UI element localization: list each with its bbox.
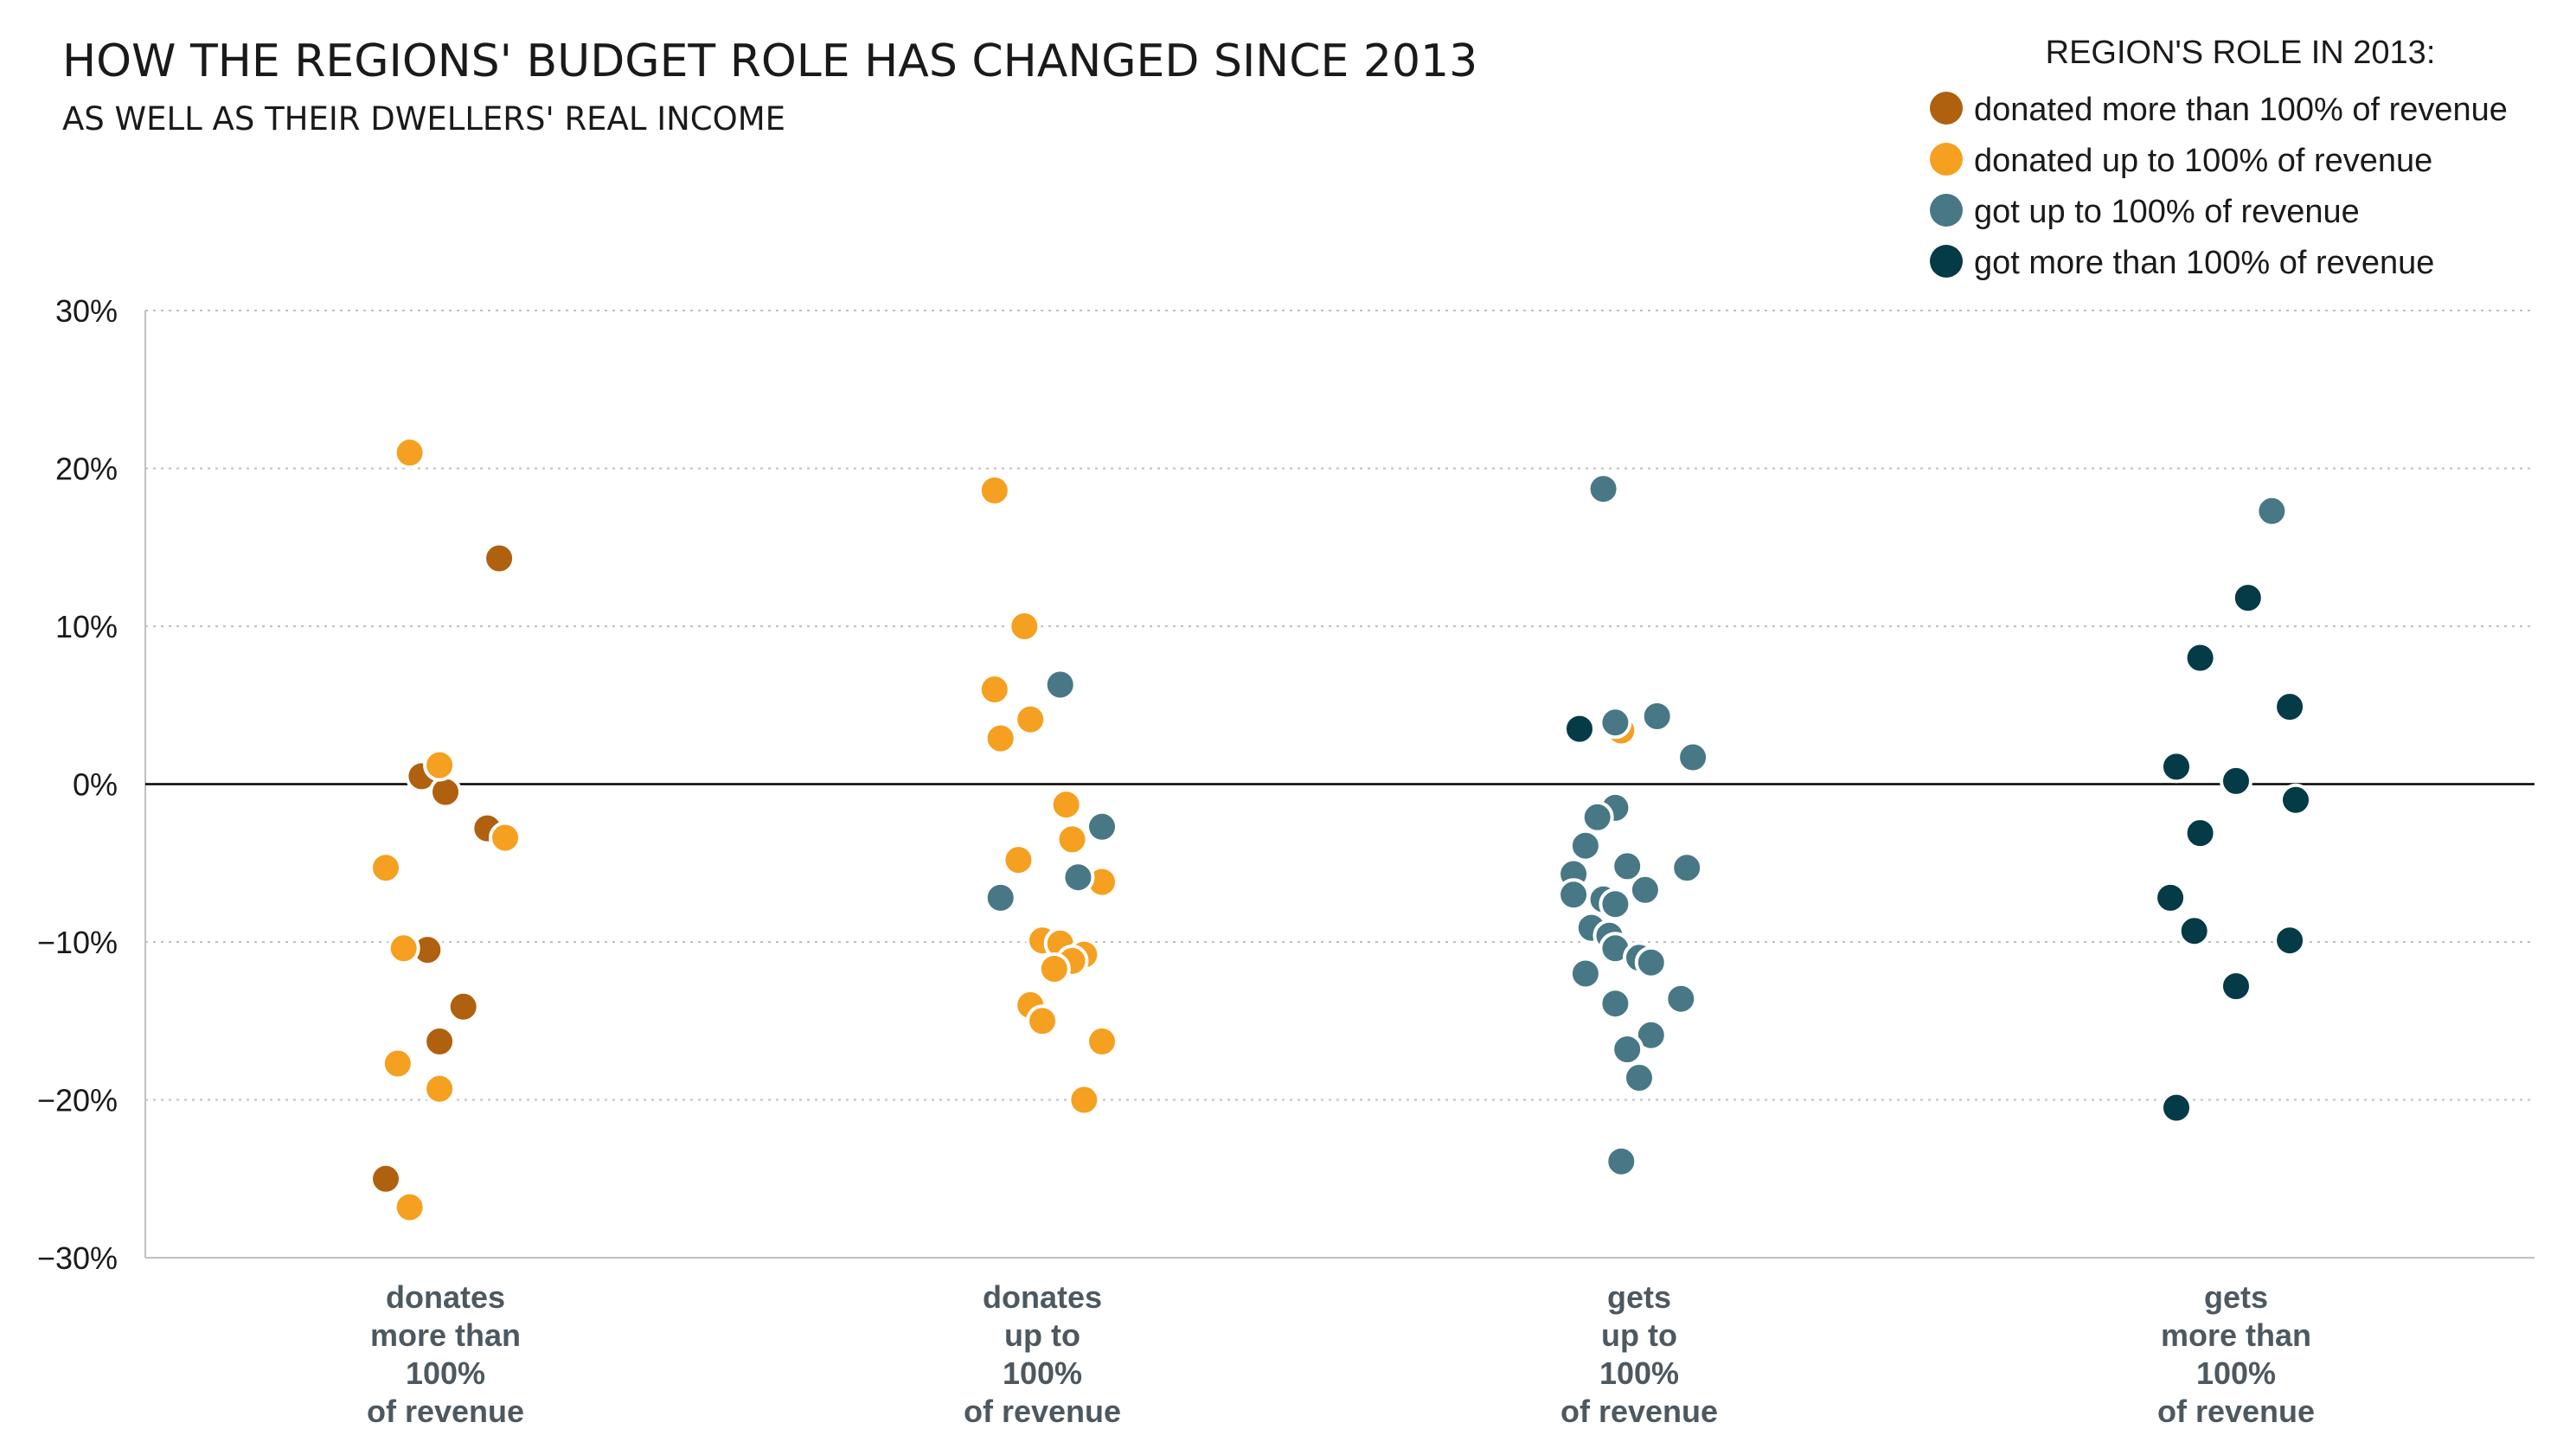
data-point	[1055, 823, 1089, 856]
data-point	[2160, 750, 2193, 784]
data-point	[2177, 914, 2211, 948]
data-point	[977, 673, 1011, 706]
data-point	[393, 436, 426, 470]
data-point	[1563, 712, 1596, 746]
data-point	[1580, 800, 1614, 834]
data-point	[1640, 700, 1674, 733]
legend-marker	[1930, 143, 1963, 176]
data-point	[2183, 817, 2217, 850]
x-tick-label: gets more than 100% of revenue	[2157, 1279, 2315, 1429]
data-point	[423, 748, 457, 782]
data-point	[1628, 873, 1662, 907]
data-point	[369, 851, 402, 885]
data-point	[1008, 610, 1041, 643]
y-tick-label: −20%	[37, 1083, 118, 1118]
y-tick-label: 0%	[73, 767, 118, 803]
legend-marker	[1930, 245, 1963, 278]
data-point	[393, 1190, 426, 1224]
y-tick-label: 20%	[55, 452, 118, 487]
y-tick-label: 30%	[55, 293, 118, 329]
data-point	[1568, 829, 1602, 862]
data-point	[1599, 987, 1632, 1021]
data-point	[1014, 702, 1048, 736]
data-point	[1586, 472, 1620, 506]
data-point	[2279, 783, 2312, 817]
data-point	[2183, 641, 2217, 675]
legend-marker	[1930, 194, 1963, 227]
data-point	[1086, 810, 1118, 843]
legend-title: REGION'S ROLE IN 2013:	[2046, 35, 2436, 71]
data-point	[1599, 887, 1632, 921]
data-point	[1037, 952, 1071, 985]
data-point	[1026, 1004, 1059, 1038]
data-point	[984, 721, 1017, 755]
data-point	[1061, 861, 1095, 894]
data-point	[1611, 1033, 1644, 1067]
data-point	[423, 1025, 457, 1058]
y-tick-label: −10%	[37, 925, 118, 960]
x-tick-label: donates up to 100% of revenue	[964, 1279, 1121, 1429]
legend: REGION'S ROLE IN 2013: donated more than…	[1930, 35, 2508, 281]
data-points	[369, 436, 2312, 1224]
data-point	[1599, 706, 1632, 740]
y-tick-label: −30%	[37, 1240, 118, 1276]
data-point	[423, 1072, 457, 1105]
chart-title: HOW THE REGIONS' BUDGET ROLE HAS CHANGED…	[62, 35, 1477, 87]
data-point	[1002, 843, 1035, 877]
data-point	[1605, 1144, 1638, 1178]
data-point	[2220, 970, 2252, 1003]
data-point	[429, 775, 462, 809]
data-point	[1634, 1018, 1668, 1052]
data-point	[977, 474, 1011, 507]
data-point	[1670, 851, 1704, 885]
data-point	[446, 990, 480, 1023]
y-tick-label: 10%	[55, 609, 118, 644]
axes: 30% 20% 10% 0% −10% −20% −30% donates more than 1…	[37, 293, 2534, 1429]
legend-label: got up to 100% of revenue	[1974, 194, 2360, 230]
data-point	[483, 541, 516, 575]
gridlines	[145, 310, 2534, 1101]
data-point	[1067, 1083, 1101, 1117]
data-point	[2273, 690, 2307, 724]
data-point	[1664, 982, 1698, 1016]
data-point	[1557, 878, 1591, 912]
data-point	[2255, 494, 2289, 528]
chart-subtitle: AS WELL AS THEIR DWELLERS' REAL INCOME	[62, 100, 785, 138]
data-point	[2160, 1091, 2193, 1124]
data-point	[1049, 788, 1083, 822]
legend-label: got more than 100% of revenue	[1974, 245, 2434, 281]
data-point	[2220, 764, 2252, 798]
data-point	[381, 1047, 414, 1080]
legend-label: donated more than 100% of revenue	[1974, 92, 2508, 128]
data-point	[2154, 881, 2188, 914]
x-tick-label: donates more than 100% of revenue	[367, 1279, 524, 1429]
data-point	[2273, 924, 2307, 958]
data-point	[1568, 957, 1602, 990]
data-point	[984, 881, 1017, 914]
data-point	[1623, 1061, 1656, 1094]
x-tick-label: gets up to 100% of revenue	[1560, 1279, 1718, 1429]
data-point	[1086, 1025, 1118, 1058]
data-point	[1634, 945, 1668, 979]
legend-label: donated up to 100% of revenue	[1974, 143, 2432, 179]
data-point	[369, 1162, 402, 1195]
data-point	[1043, 668, 1077, 702]
legend-marker	[1930, 92, 1963, 125]
data-point	[1611, 849, 1644, 883]
data-point	[1676, 740, 1710, 774]
data-point	[489, 821, 522, 855]
data-point	[2231, 581, 2265, 615]
data-point	[387, 932, 420, 965]
